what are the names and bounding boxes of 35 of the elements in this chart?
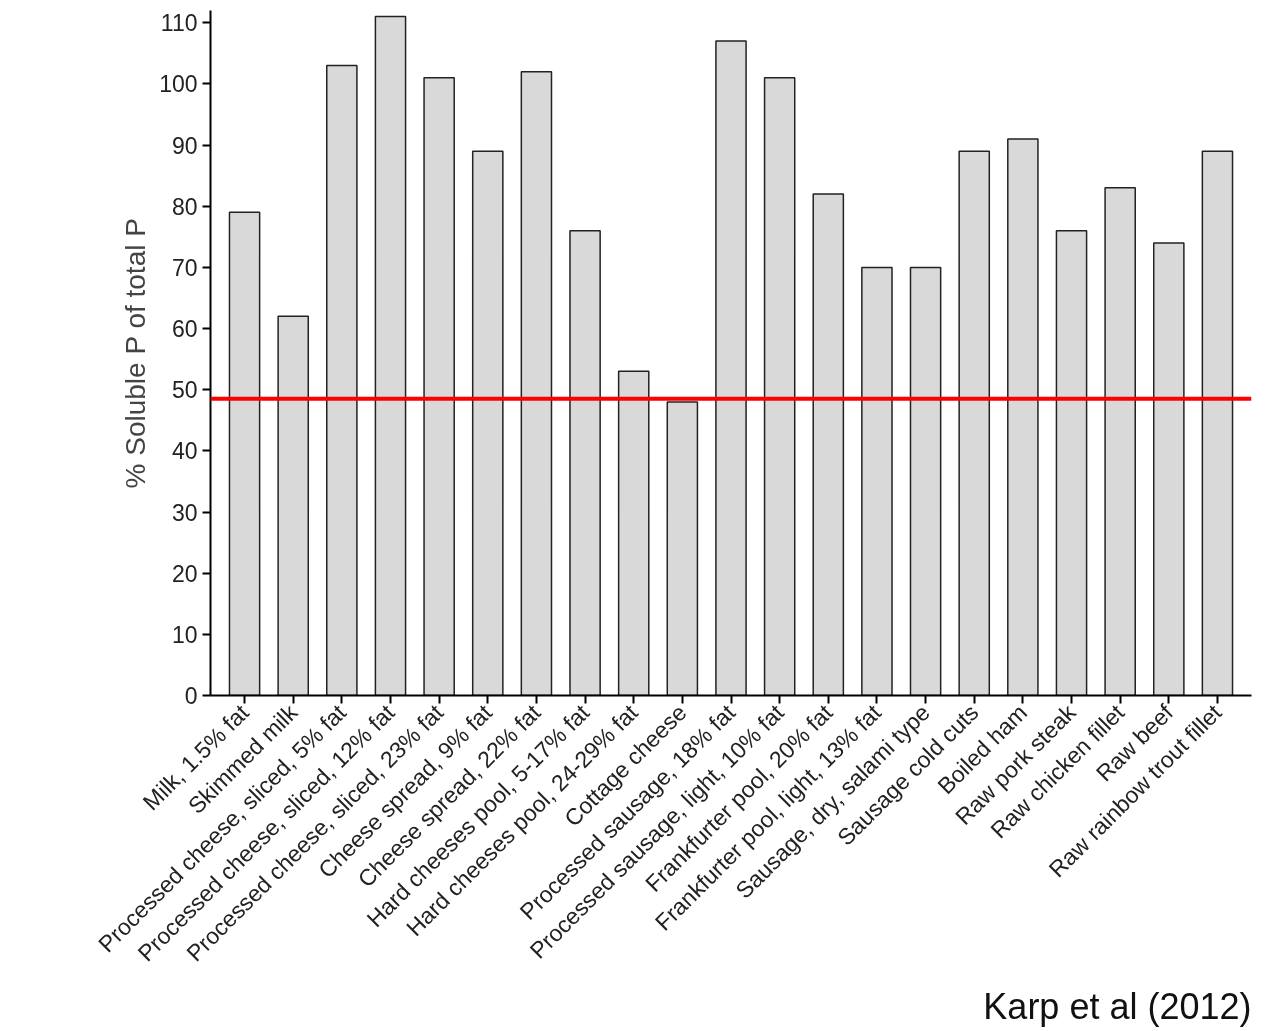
y-tick-label: 110 — [160, 10, 198, 37]
y-tick-label: 100 — [159, 71, 198, 98]
y-tick-label: 90 — [171, 132, 198, 159]
bar — [1055, 229, 1088, 696]
bar — [958, 150, 991, 696]
bar — [812, 193, 845, 696]
bar — [715, 40, 747, 696]
bar — [374, 15, 407, 696]
bar — [228, 211, 261, 696]
bar — [569, 229, 601, 696]
bar — [1152, 242, 1185, 696]
y-tick-label: 30 — [171, 499, 198, 526]
y-tick-label: 80 — [171, 193, 198, 220]
bar — [861, 266, 893, 696]
bar — [617, 370, 650, 696]
bar — [1104, 187, 1136, 696]
y-tick-label: 70 — [171, 254, 198, 281]
bar — [666, 401, 699, 696]
bar — [1007, 138, 1039, 696]
y-tick-label: 50 — [171, 377, 198, 404]
y-tick-label: 0 — [184, 683, 198, 709]
y-axis-title: % Soluble P of total P — [120, 218, 152, 489]
bar — [326, 64, 358, 696]
y-tick-label: 40 — [171, 438, 198, 465]
bar — [763, 77, 796, 696]
bar — [471, 150, 504, 696]
text: Karp et al (2012) — [983, 985, 1252, 1027]
bar — [909, 266, 942, 696]
y-tick-label: 60 — [171, 316, 198, 343]
y-tick-label: 10 — [171, 621, 198, 648]
bar — [423, 77, 455, 696]
bar — [520, 70, 553, 696]
bar — [277, 315, 310, 696]
bar — [1201, 150, 1234, 696]
y-tick-label: 20 — [171, 560, 198, 587]
